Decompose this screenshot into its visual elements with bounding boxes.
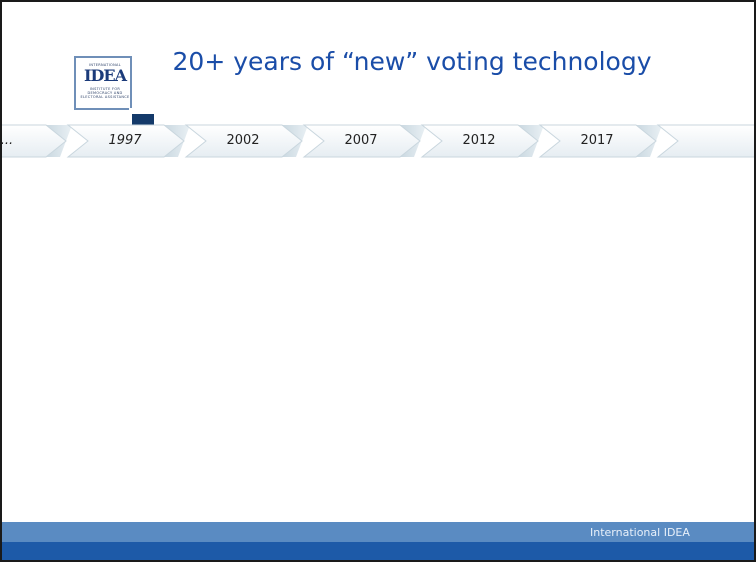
timeline-chevron xyxy=(656,124,754,158)
timeline-chevron xyxy=(302,124,421,158)
timeline-year-label: 2002 xyxy=(226,133,260,148)
footer-bar-dark xyxy=(2,542,754,560)
timeline-ribbon: ... 1997 2002 2007 2012 2017 xyxy=(0,119,754,163)
logo-bottom-text: INSTITUTE FOR DEMOCRACY AND ELECTORAL AS… xyxy=(80,87,130,99)
timeline-chevron xyxy=(66,124,185,158)
timeline-chevrons xyxy=(2,124,754,158)
timeline-chevron xyxy=(2,124,67,158)
logo-frame: INTERNATIONAL IDEA INSTITUTE FOR DEMOCRA… xyxy=(74,56,132,110)
logo-corner-gap xyxy=(129,108,153,112)
footer-text: International IDEA xyxy=(590,526,690,539)
timeline-chevron xyxy=(538,124,657,158)
timeline-year-label: 2017 xyxy=(580,133,614,148)
timeline-year-label: 1997 xyxy=(108,133,142,148)
timeline-year-label: 2012 xyxy=(462,133,496,148)
footer-bar-light xyxy=(2,522,754,542)
idea-logo: INTERNATIONAL IDEA INSTITUTE FOR DEMOCRA… xyxy=(74,56,154,136)
slide-title: 20+ years of “new” voting technology xyxy=(172,47,652,76)
logo-word: IDEA xyxy=(84,66,127,85)
timeline-year-label: 2007 xyxy=(344,133,378,148)
timeline-chevron xyxy=(184,124,303,158)
timeline-year-label: ... xyxy=(0,133,14,148)
chevron-shapes xyxy=(2,124,754,158)
timeline-chevron xyxy=(420,124,539,158)
logo-top-text: INTERNATIONAL xyxy=(89,63,121,67)
